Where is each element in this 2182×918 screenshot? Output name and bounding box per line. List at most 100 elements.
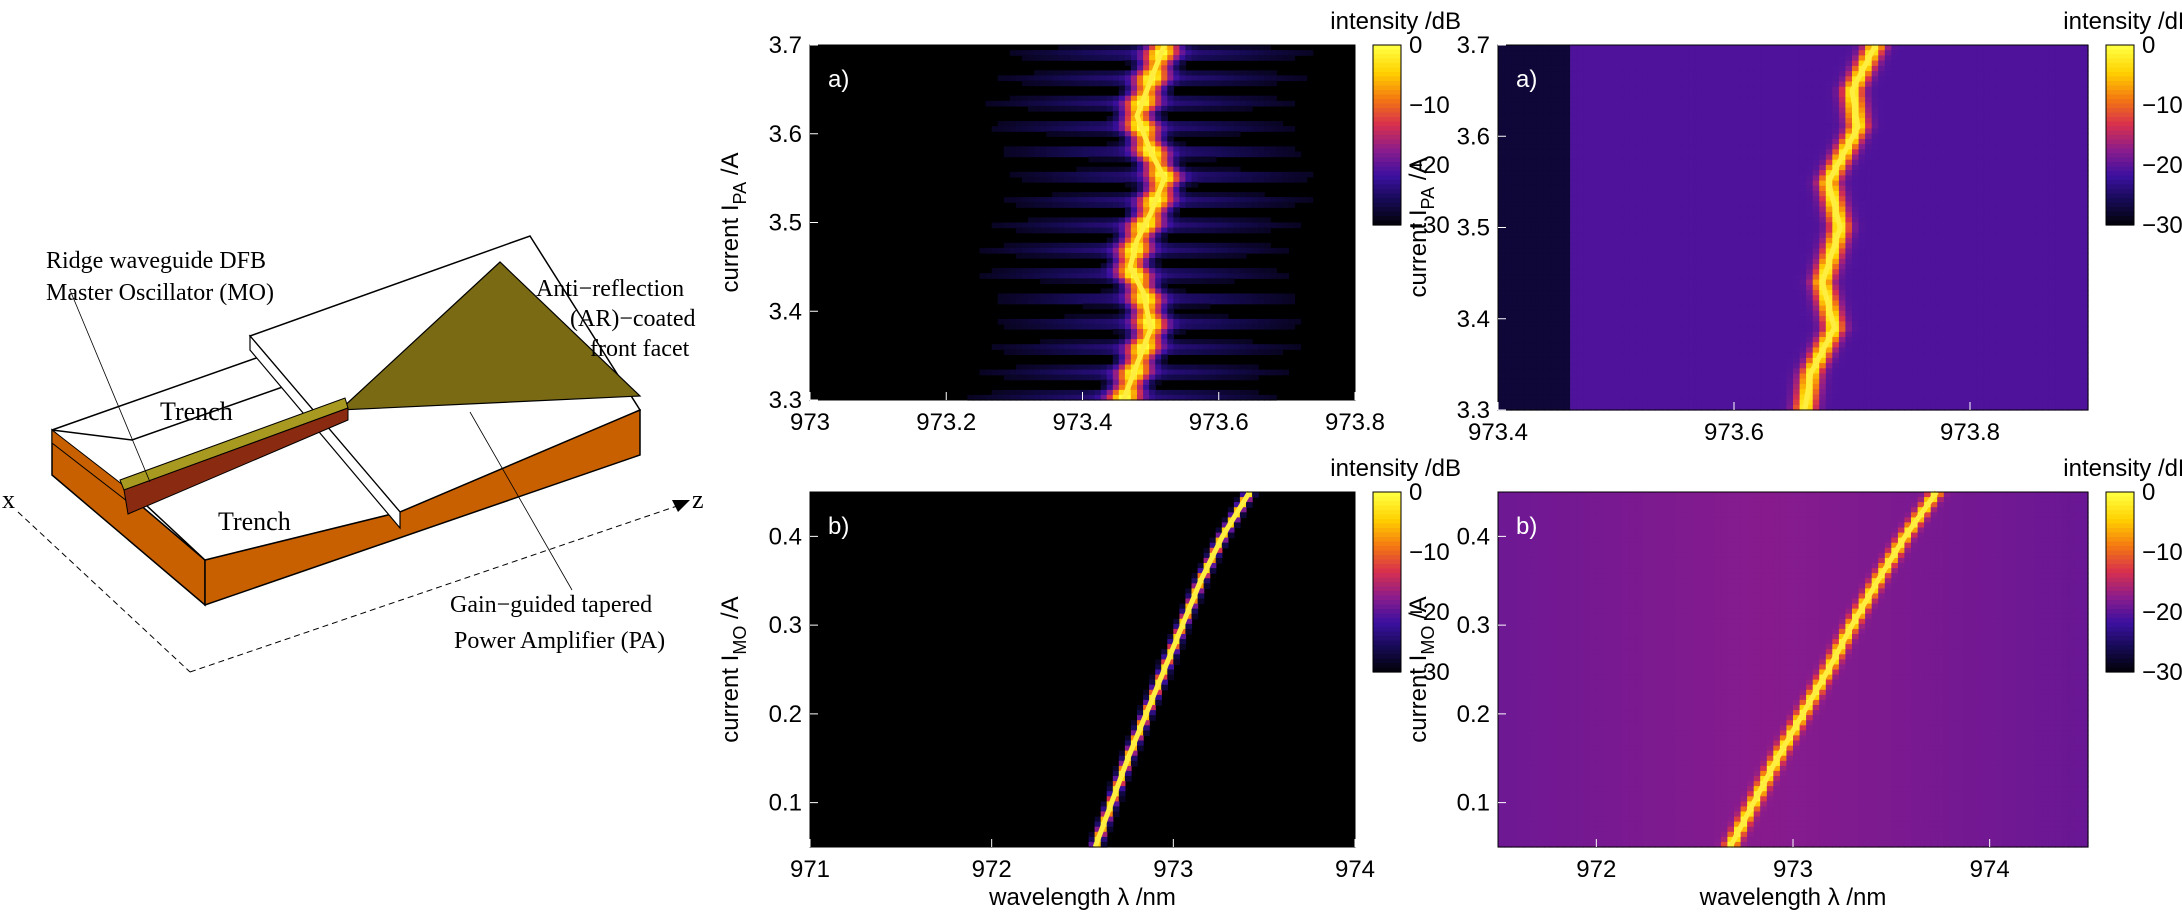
- heatmap-cell: [1112, 95, 1120, 102]
- heatmap-cell: [1137, 166, 1144, 173]
- heatmap-cell: [1130, 344, 1138, 350]
- heatmap-cell: [1983, 76, 1991, 83]
- heatmap-cell: [1155, 354, 1162, 361]
- heatmap-cell: [1106, 339, 1114, 345]
- heatmap-cell: [1602, 123, 1611, 129]
- heatmap-cell: [1167, 187, 1174, 193]
- heatmap-cell: [1642, 196, 1650, 202]
- heatmap-cell: [1609, 138, 1617, 145]
- heatmap-cell: [1021, 100, 1029, 107]
- heatmap-cell: [1550, 55, 1558, 62]
- heatmap-cell: [2074, 170, 2083, 176]
- heatmap-cell: [1058, 50, 1065, 56]
- heatmap-cell: [2002, 81, 2010, 88]
- heatmap-cell: [1149, 344, 1156, 350]
- heatmap-cell: [1956, 55, 1965, 62]
- heatmap-cell: [1118, 50, 1126, 56]
- heatmap-cell: [1088, 146, 1096, 153]
- heatmap-cell: [1642, 144, 1650, 150]
- heatmap-cell: [1563, 112, 1571, 119]
- heatmap-cell: [1124, 217, 1132, 224]
- heatmap-cell: [1537, 55, 1545, 62]
- heatmap-cell: [1143, 151, 1150, 158]
- heatmap-cell: [1688, 154, 1696, 161]
- heatmap-cell: [1550, 123, 1558, 129]
- heatmap-cell: [1252, 80, 1259, 87]
- heatmap-cell: [1694, 138, 1702, 145]
- heatmap-cell: [1173, 349, 1180, 355]
- heatmap-cell: [1130, 303, 1138, 310]
- heatmap-cell: [1524, 118, 1532, 124]
- heatmap-cell: [1276, 349, 1283, 355]
- heatmap-cell: [1812, 97, 1820, 103]
- heatmap-cell: [1773, 149, 1781, 156]
- heatmap-cell: [1130, 105, 1138, 112]
- heatmap-cell: [1943, 144, 1951, 150]
- heatmap-cell: [2074, 91, 2083, 98]
- heatmap-cell: [1943, 81, 1951, 88]
- heatmap-cell: [1118, 374, 1126, 381]
- heatmap-cell: [1504, 81, 1512, 88]
- heatmap-cell: [1161, 344, 1168, 350]
- heatmap-cell: [1537, 191, 1545, 197]
- heatmap-cell: [1504, 65, 1512, 72]
- heatmap-cell: [1203, 126, 1211, 132]
- heatmap-cell: [1917, 196, 1925, 202]
- heatmap-cell: [1701, 196, 1709, 202]
- heatmap-cell: [1209, 278, 1217, 284]
- heatmap-cell: [2022, 154, 2030, 161]
- heatmap-cell: [2042, 91, 2050, 98]
- heatmap-cell: [1100, 131, 1108, 137]
- heatmap-cell: [1155, 288, 1162, 295]
- heatmap-cell: [1950, 123, 1958, 129]
- heatmap-cell: [1221, 344, 1229, 350]
- heatmap-cell: [1100, 384, 1108, 391]
- heatmap-cell: [1557, 118, 1565, 124]
- heatmap-cell: [1793, 50, 1801, 56]
- heatmap-cell: [1015, 222, 1023, 229]
- heatmap-cell: [2029, 175, 2037, 182]
- heatmap-cell: [1161, 252, 1168, 259]
- heatmap-cell: [2048, 86, 2056, 93]
- heatmap-cell: [1694, 154, 1702, 161]
- heatmap-cell: [1917, 45, 1925, 51]
- heatmap-cell: [1058, 217, 1065, 224]
- heatmap-cell: [1832, 81, 1840, 88]
- heatmap-cell: [1221, 369, 1229, 376]
- heatmap-cell: [1124, 121, 1132, 127]
- heatmap-cell: [1891, 154, 1899, 161]
- heatmap-cell: [1185, 323, 1193, 330]
- heatmap-cell: [1082, 75, 1090, 82]
- heatmap-cell: [1694, 55, 1702, 62]
- heatmap-cell: [1021, 242, 1029, 249]
- heatmap-cell: [1252, 176, 1259, 183]
- heatmap-cell: [1819, 175, 1827, 182]
- heatmap-cell: [1028, 389, 1035, 396]
- heatmap-cell: [1747, 55, 1755, 62]
- heatmap-cell: [1498, 149, 1506, 156]
- heatmap-cell: [1989, 55, 1997, 62]
- heatmap-cell: [1760, 164, 1768, 171]
- heatmap-cell: [1137, 237, 1144, 244]
- heatmap-cell: [1943, 91, 1951, 98]
- heatmap-cell: [1161, 242, 1168, 249]
- heatmap-cell: [1537, 112, 1545, 119]
- heatmap-cell: [1760, 71, 1768, 77]
- heatmap-cell: [1937, 123, 1945, 129]
- heatmap-cell: [1185, 181, 1193, 188]
- heatmap-cell: [1511, 164, 1519, 171]
- heatmap-cell: [1707, 50, 1715, 56]
- heatmap-cell: [1589, 118, 1597, 124]
- heatmap-cell: [1504, 97, 1512, 103]
- heatmap-cell: [1845, 102, 1853, 109]
- heatmap-cell: [1246, 247, 1253, 254]
- heatmap-cell: [1858, 180, 1866, 187]
- heatmap-cell: [1760, 102, 1768, 109]
- heatmap-cell: [1070, 364, 1078, 371]
- heatmap-cell: [1838, 191, 1847, 197]
- heatmap-cell: [1209, 197, 1217, 203]
- heatmap-cell: [1052, 278, 1059, 284]
- heatmap-cell: [1197, 126, 1205, 132]
- heatmap-cell: [2022, 86, 2030, 93]
- heatmap-cell: [1832, 191, 1840, 197]
